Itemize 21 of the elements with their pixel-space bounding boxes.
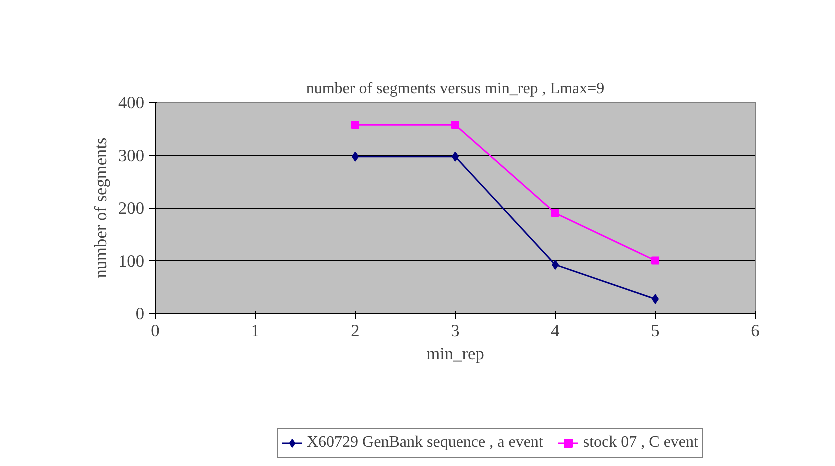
legend-label: stock 07 , C event [583,434,698,452]
x-axis-title: min_rep [426,344,484,364]
x-tick-label: 6 [751,322,760,340]
y-tick-label: 200 [118,199,145,218]
x-tick-label: 4 [551,322,560,340]
y-axis-title: number of segments [92,137,111,278]
point [552,209,560,218]
legend-label: X60729 GenBank sequence , a event [307,434,544,452]
x-tick-label: 0 [151,322,160,340]
point [352,121,360,130]
y-tick-label: 100 [118,252,145,271]
chart-title: number of segments versus min_rep , Lmax=9 [306,80,605,98]
point [652,256,660,265]
x-tick-label: 5 [651,322,660,340]
y-tick-label: 0 [136,304,145,324]
y-tick-label: 300 [118,146,145,166]
y-tick-label: 400 [118,94,145,112]
point [452,121,460,130]
x-tick-label: 3 [451,322,460,340]
x-tick-label: 2 [351,322,360,340]
x-tick-label: 1 [251,322,260,340]
